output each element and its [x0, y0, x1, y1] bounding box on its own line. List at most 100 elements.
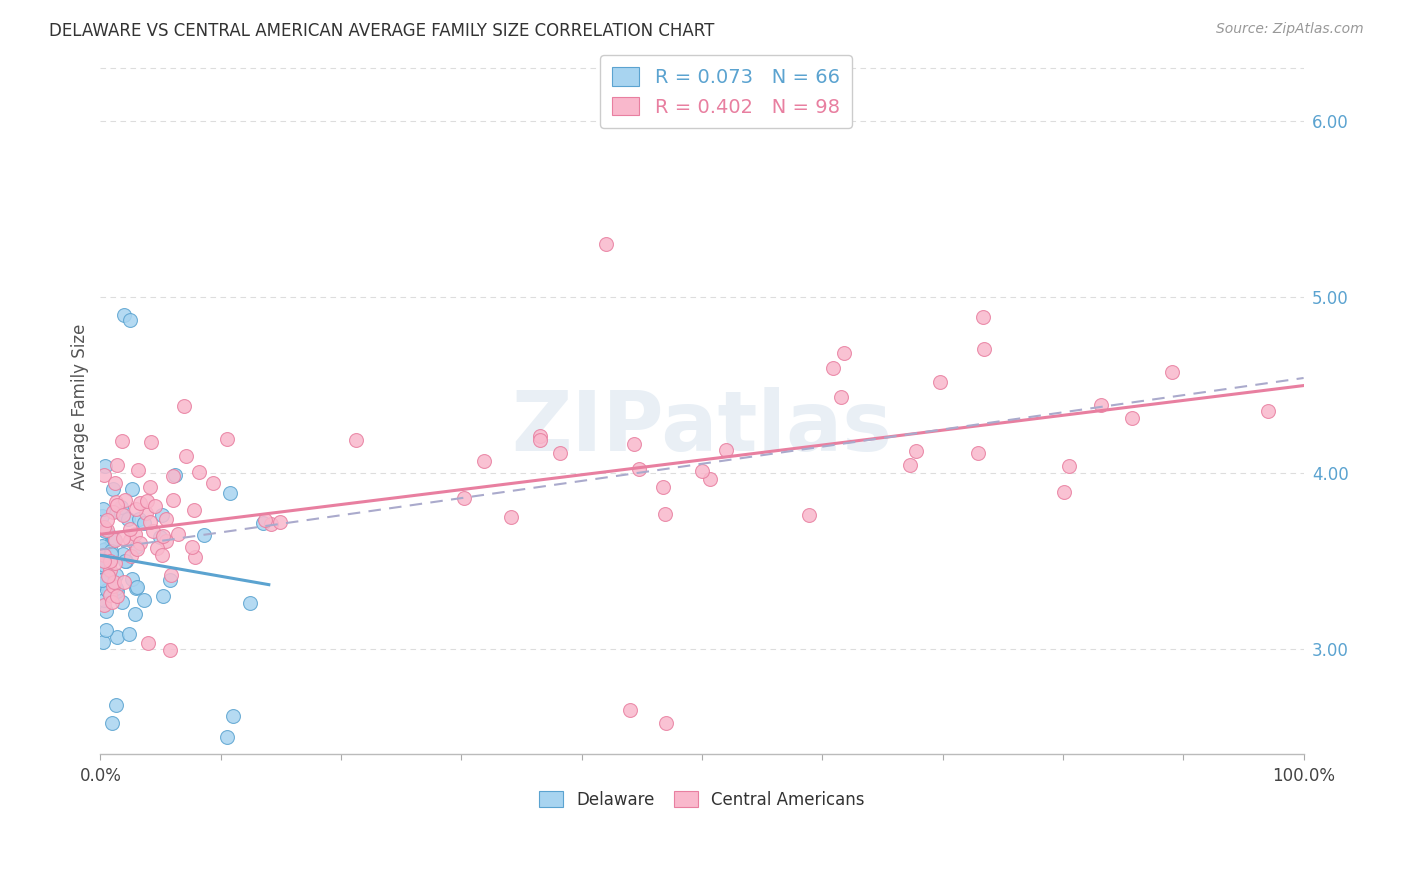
Point — [163, 468, 186, 483]
Point — [100, 530, 122, 544]
Point — [821, 360, 844, 375]
Point — [101, 534, 124, 549]
Point — [139, 480, 162, 494]
Point — [127, 463, 149, 477]
Point — [150, 508, 173, 522]
Point — [94, 541, 117, 556]
Point — [93, 520, 115, 534]
Point — [152, 589, 174, 603]
Point — [110, 500, 132, 514]
Point — [219, 486, 242, 500]
Point — [134, 593, 156, 607]
Point — [124, 527, 146, 541]
Point — [714, 442, 737, 457]
Point — [830, 390, 852, 404]
Point — [1161, 365, 1184, 379]
Point — [499, 510, 522, 524]
Point — [94, 553, 117, 567]
Point — [100, 547, 122, 561]
Text: DELAWARE VS CENTRAL AMERICAN AVERAGE FAMILY SIZE CORRELATION CHART: DELAWARE VS CENTRAL AMERICAN AVERAGE FAM… — [49, 22, 714, 40]
Point — [652, 480, 675, 494]
Point — [111, 531, 134, 545]
Point — [1121, 410, 1143, 425]
Point — [118, 533, 141, 547]
Point — [98, 584, 121, 599]
Point — [125, 580, 148, 594]
Point — [832, 346, 855, 360]
Point — [1057, 459, 1080, 474]
Y-axis label: Average Family Size: Average Family Size — [72, 324, 89, 490]
Point — [93, 548, 115, 562]
Point — [93, 598, 115, 612]
Point — [928, 375, 950, 389]
Point — [159, 643, 181, 657]
Point — [654, 507, 676, 521]
Point — [135, 506, 157, 520]
Point — [269, 516, 291, 530]
Point — [111, 594, 134, 608]
Point — [93, 593, 115, 607]
Point — [120, 313, 142, 327]
Point — [94, 523, 117, 537]
Point — [103, 506, 125, 520]
Point — [118, 522, 141, 536]
Point — [905, 444, 928, 458]
Point — [173, 399, 195, 413]
Point — [149, 529, 172, 543]
Point — [150, 548, 173, 562]
Point — [180, 540, 202, 554]
Point — [96, 569, 118, 583]
Point — [93, 576, 115, 591]
Point — [104, 533, 127, 547]
Point — [98, 554, 121, 568]
Point — [105, 498, 128, 512]
Point — [142, 524, 165, 539]
Point — [93, 543, 115, 558]
Point — [183, 503, 205, 517]
Point — [125, 581, 148, 595]
Point — [595, 237, 617, 252]
Point — [188, 465, 211, 479]
Point — [162, 493, 184, 508]
Point — [98, 559, 121, 574]
Point — [628, 462, 651, 476]
Point — [97, 568, 120, 582]
Point — [146, 541, 169, 556]
Point — [94, 524, 117, 538]
Point — [155, 533, 177, 548]
Point — [152, 529, 174, 543]
Point — [105, 583, 128, 598]
Point — [529, 433, 551, 447]
Point — [125, 541, 148, 555]
Point — [121, 572, 143, 586]
Point — [690, 465, 713, 479]
Point — [1053, 484, 1076, 499]
Point — [174, 449, 197, 463]
Point — [91, 635, 114, 649]
Point — [239, 596, 262, 610]
Point — [125, 541, 148, 556]
Point — [91, 501, 114, 516]
Point — [128, 512, 150, 526]
Text: ZIPatlas: ZIPatlas — [512, 387, 893, 468]
Point — [100, 544, 122, 558]
Point — [104, 475, 127, 490]
Point — [699, 472, 721, 486]
Point — [1090, 398, 1112, 412]
Point — [93, 554, 115, 568]
Point — [91, 539, 114, 553]
Point — [619, 703, 641, 717]
Point — [112, 508, 135, 522]
Point — [96, 582, 118, 597]
Point — [1257, 404, 1279, 418]
Text: Source: ZipAtlas.com: Source: ZipAtlas.com — [1216, 22, 1364, 37]
Point — [112, 574, 135, 589]
Point — [91, 560, 114, 574]
Point — [134, 516, 156, 530]
Point — [548, 446, 571, 460]
Point — [529, 428, 551, 442]
Point — [972, 310, 994, 324]
Point — [125, 501, 148, 516]
Legend: Delaware, Central Americans: Delaware, Central Americans — [533, 784, 872, 815]
Point — [201, 476, 224, 491]
